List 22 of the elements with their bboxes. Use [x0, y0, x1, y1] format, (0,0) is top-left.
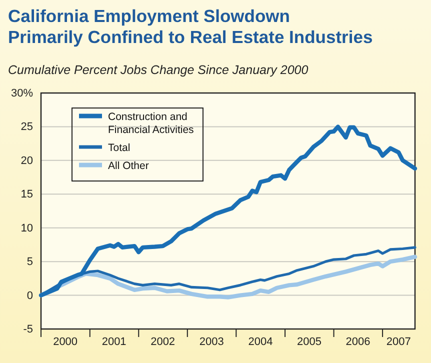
y-tick-label: 30% [10, 88, 34, 100]
y-tick-label: 25 [20, 121, 33, 134]
y-tick-label: 20 [20, 154, 33, 167]
x-tick-label: 2006 [346, 336, 370, 348]
chart-subtitle: Cumulative Percent Jobs Change Since January 2000 [8, 63, 308, 77]
x-tick-label: 2005 [296, 336, 322, 348]
legend-label: Construction and Financial Activities [108, 111, 194, 136]
x-tick-label: 2004 [248, 336, 273, 348]
y-tick-label: -5 [23, 324, 33, 336]
legend-label: Total [108, 142, 130, 154]
y-tick-label: 0 [26, 290, 33, 302]
y-tick-label: 10 [20, 222, 33, 234]
y-tick-label: 15 [20, 188, 33, 201]
x-tick-label: 2000 [53, 336, 78, 348]
line-series [38, 124, 418, 298]
x-tick-label: 2002 [150, 336, 176, 348]
x-tick-label: 2003 [199, 336, 224, 348]
x-tick-label: 2007 [386, 336, 411, 348]
legend-label: All Other [108, 160, 150, 172]
chart-title: California Employment Slowdown Primarily Confined to Real Estate Industries [8, 6, 373, 47]
y-tick-label: 5 [26, 256, 33, 268]
x-tick-label: 2001 [102, 336, 126, 348]
